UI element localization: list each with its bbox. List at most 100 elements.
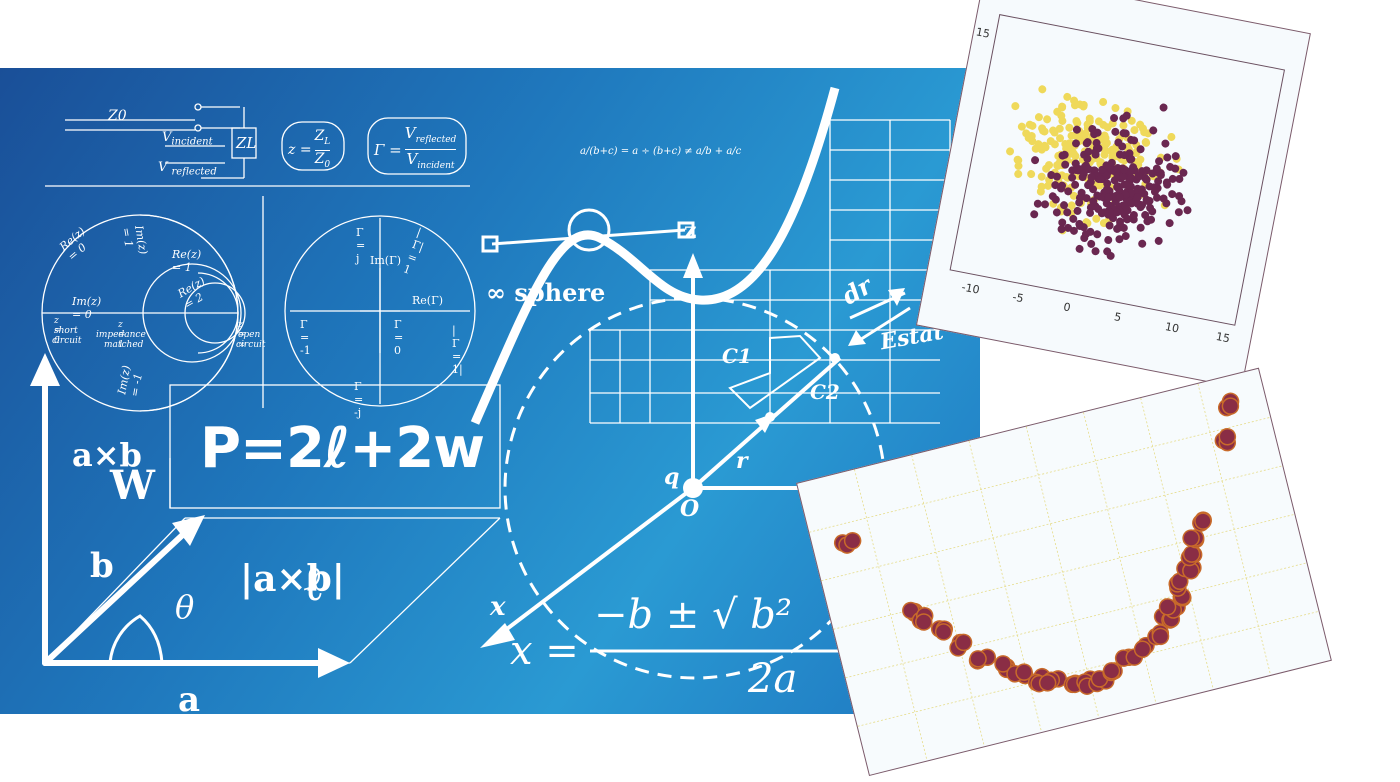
scatter-point-yellow <box>1045 161 1054 170</box>
perimeter-formula: P=2ℓ+2w <box>200 416 485 481</box>
scatter-point-purple <box>1041 200 1050 209</box>
scatter-point-purple <box>1113 208 1122 217</box>
scatter-point-yellow <box>1095 181 1104 190</box>
scatter-point-purple <box>1163 153 1172 162</box>
scatter-point-purple <box>1057 184 1066 193</box>
smith-label: short <box>54 326 78 336</box>
scatter-point-purple <box>1071 139 1080 148</box>
label-o: O <box>680 496 700 522</box>
x-tick-label: 5 <box>1113 310 1122 324</box>
scatter-point <box>1151 627 1170 646</box>
quadratic-lhs: x = <box>510 628 579 674</box>
grid-line <box>809 416 1271 533</box>
smith-label: matched <box>104 340 144 350</box>
scatter-point-purple <box>1072 125 1081 134</box>
scatter-point-yellow <box>1028 121 1037 130</box>
scatter-point-yellow <box>1066 145 1075 154</box>
scatter-point-yellow <box>1014 169 1023 178</box>
scatter-point-yellow <box>1074 132 1083 141</box>
scatter-point-purple <box>1126 173 1135 182</box>
scatter-point-purple <box>1141 211 1150 220</box>
scatter-point-purple <box>1103 179 1112 188</box>
scatter-point-purple <box>1048 192 1057 201</box>
scatter-point-purple <box>1168 190 1177 199</box>
scatter-point-purple <box>1030 210 1039 219</box>
smith-label: open <box>238 330 261 340</box>
grid-line <box>845 562 1307 679</box>
scatter-point-purple <box>1091 247 1100 256</box>
circuit-z0-label: Z0 <box>108 108 127 124</box>
scatter-point-purple <box>1123 214 1132 223</box>
y-tick-label: 15 <box>975 25 991 40</box>
scatter-point <box>969 650 987 668</box>
x-tick-label: 0 <box>1062 300 1071 314</box>
label-z: z <box>684 218 697 244</box>
scatter-point-yellow <box>1013 155 1022 164</box>
fraction-identity: a/(b+c) = a ÷ (b+c) ≠ a/b + a/c <box>580 146 742 157</box>
scatter-point-purple <box>1142 166 1151 175</box>
scatter-point <box>994 655 1012 673</box>
scatter-point-yellow <box>1092 214 1101 223</box>
scatter-point-yellow <box>1037 172 1046 181</box>
smith-label: impedance <box>96 330 146 340</box>
label-q: q <box>664 464 680 490</box>
scatter-curve-area <box>809 383 1319 761</box>
scatter-point-yellow <box>1041 143 1050 152</box>
label-c2: C2 <box>810 380 840 404</box>
scatter-point-purple <box>1152 164 1161 173</box>
scatter-point-purple <box>1063 208 1072 217</box>
scatter-point-purple <box>1084 147 1093 156</box>
scatter-point-purple <box>1105 221 1114 230</box>
scatter-point-purple <box>1075 244 1084 253</box>
label-c1: C1 <box>722 344 752 368</box>
x-tick-label: -10 <box>961 281 981 297</box>
scatter-point-purple <box>1079 223 1088 232</box>
scatter-point-purple <box>1115 235 1124 244</box>
scatter-point-purple <box>1111 127 1120 136</box>
scatter-point-purple <box>1174 208 1183 217</box>
scatter-plot-area: -10 -5 0 5 10 15 15 <box>949 14 1286 345</box>
scatter-point-purple <box>1122 111 1131 120</box>
scatter-point-purple <box>1159 103 1168 112</box>
scatter-point-yellow <box>1111 104 1120 113</box>
scatter-point-yellow <box>1070 101 1079 110</box>
scatter-point-purple <box>1086 208 1095 217</box>
scatter-point-purple <box>1102 171 1111 180</box>
scatter-point-yellow <box>1079 102 1088 111</box>
scatter-point-purple <box>1150 187 1159 196</box>
scatter-point-purple <box>1155 157 1164 166</box>
scatter-point-purple <box>1110 176 1119 185</box>
reflection-formula: Γ = Vreflected Vincident <box>374 124 457 171</box>
scatter-point-purple <box>1136 145 1145 154</box>
scatter-point-yellow <box>1073 119 1082 128</box>
scatter-point-yellow <box>1101 146 1110 155</box>
scatter-point-purple <box>1134 171 1143 180</box>
circuit-v-incident: Vincident <box>162 130 213 148</box>
scatter-point-purple <box>1106 208 1115 217</box>
scatter-point-purple <box>1179 168 1188 177</box>
scatter-point-purple <box>1121 129 1130 138</box>
scatter-point-yellow <box>1034 113 1043 122</box>
scatter-point-purple <box>1051 181 1060 190</box>
scatter-point-yellow <box>1027 170 1036 179</box>
scatter-point-purple <box>1114 138 1123 147</box>
scatter-point-yellow <box>1024 133 1033 142</box>
smith-label: circuit <box>52 336 82 346</box>
scatter-point-purple <box>1073 206 1082 215</box>
scatter-point-purple <box>1183 206 1192 215</box>
x-tick-label: 10 <box>1164 320 1180 335</box>
label-w: W <box>110 462 155 509</box>
scatter-point-yellow <box>1061 140 1070 149</box>
scatter-point-purple <box>1162 199 1171 208</box>
x-tick-label: 15 <box>1215 330 1231 345</box>
scatter-point-yellow <box>1119 121 1128 130</box>
scatter-point-yellow <box>1065 123 1074 132</box>
scatter-point-purple <box>1136 203 1145 212</box>
scatter-point-purple <box>1058 218 1067 227</box>
scatter-point-purple <box>1143 196 1152 205</box>
scatter-point-purple <box>1058 151 1067 160</box>
scatter-point-purple <box>1127 135 1136 144</box>
scatter-point-purple <box>1072 166 1081 175</box>
scatter-point-yellow <box>1096 159 1105 168</box>
scatter-point-purple <box>1127 155 1136 164</box>
